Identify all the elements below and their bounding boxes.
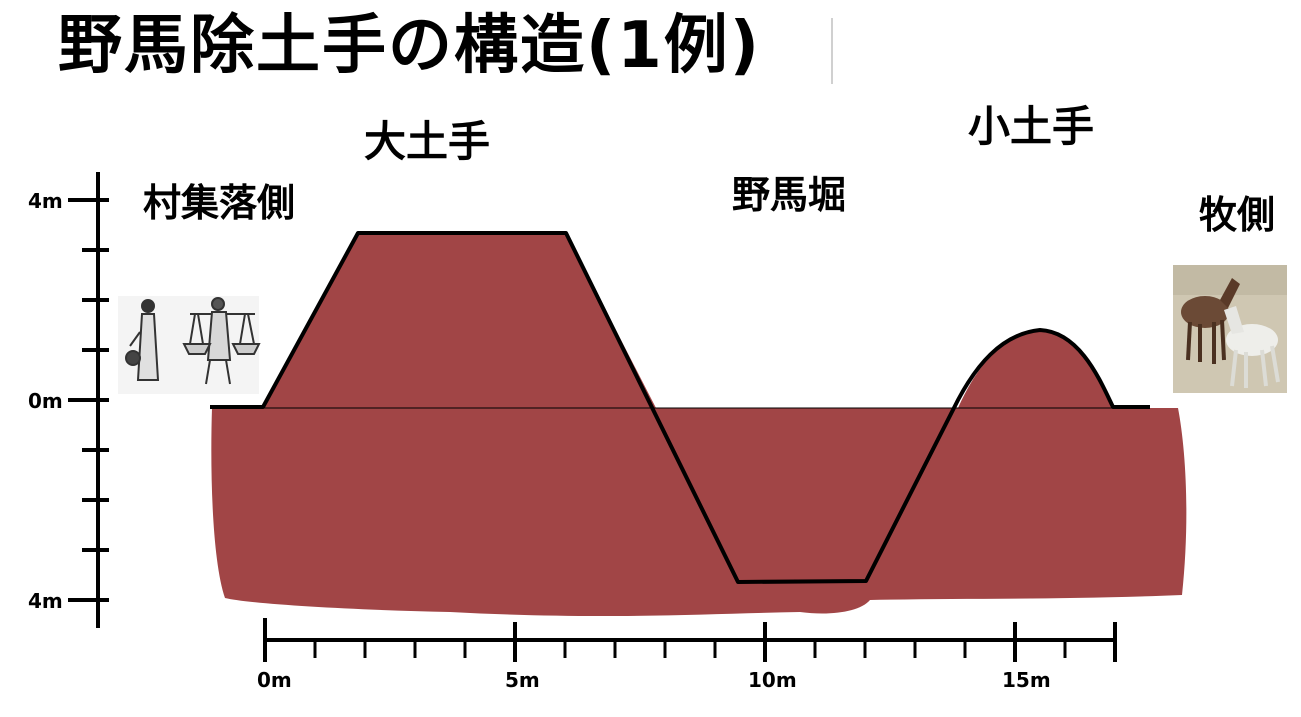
page-title: 野馬除土手の構造(1例) <box>58 9 762 83</box>
x-tick-label-15: 15m <box>1002 668 1051 692</box>
earth-body <box>211 408 1187 617</box>
x-tick-label-0: 0m <box>257 668 292 692</box>
villagers-illustration <box>118 296 261 394</box>
y-tick-label-zero: 0m <box>28 389 63 413</box>
label-large-bank: 大土手 <box>364 117 491 166</box>
x-axis <box>263 618 1117 662</box>
x-tick-label-10: 10m <box>748 668 797 692</box>
y-tick-label-top: 4m <box>28 189 63 213</box>
horses-painting <box>1173 265 1287 393</box>
x-tick-label-5: 5m <box>505 668 540 692</box>
title-divider <box>831 18 833 84</box>
label-moat: 野馬堀 <box>732 173 847 217</box>
small-bank-fill <box>958 330 1113 408</box>
label-village-side: 村集落側 <box>143 181 296 225</box>
profile-outline <box>210 231 1150 584</box>
y-tick-label-bottom: 4m <box>28 589 63 613</box>
label-small-bank: 小土手 <box>968 102 1095 151</box>
label-pasture-side: 牧側 <box>1199 193 1276 237</box>
large-bank-fill <box>263 233 656 408</box>
y-axis <box>68 172 109 628</box>
